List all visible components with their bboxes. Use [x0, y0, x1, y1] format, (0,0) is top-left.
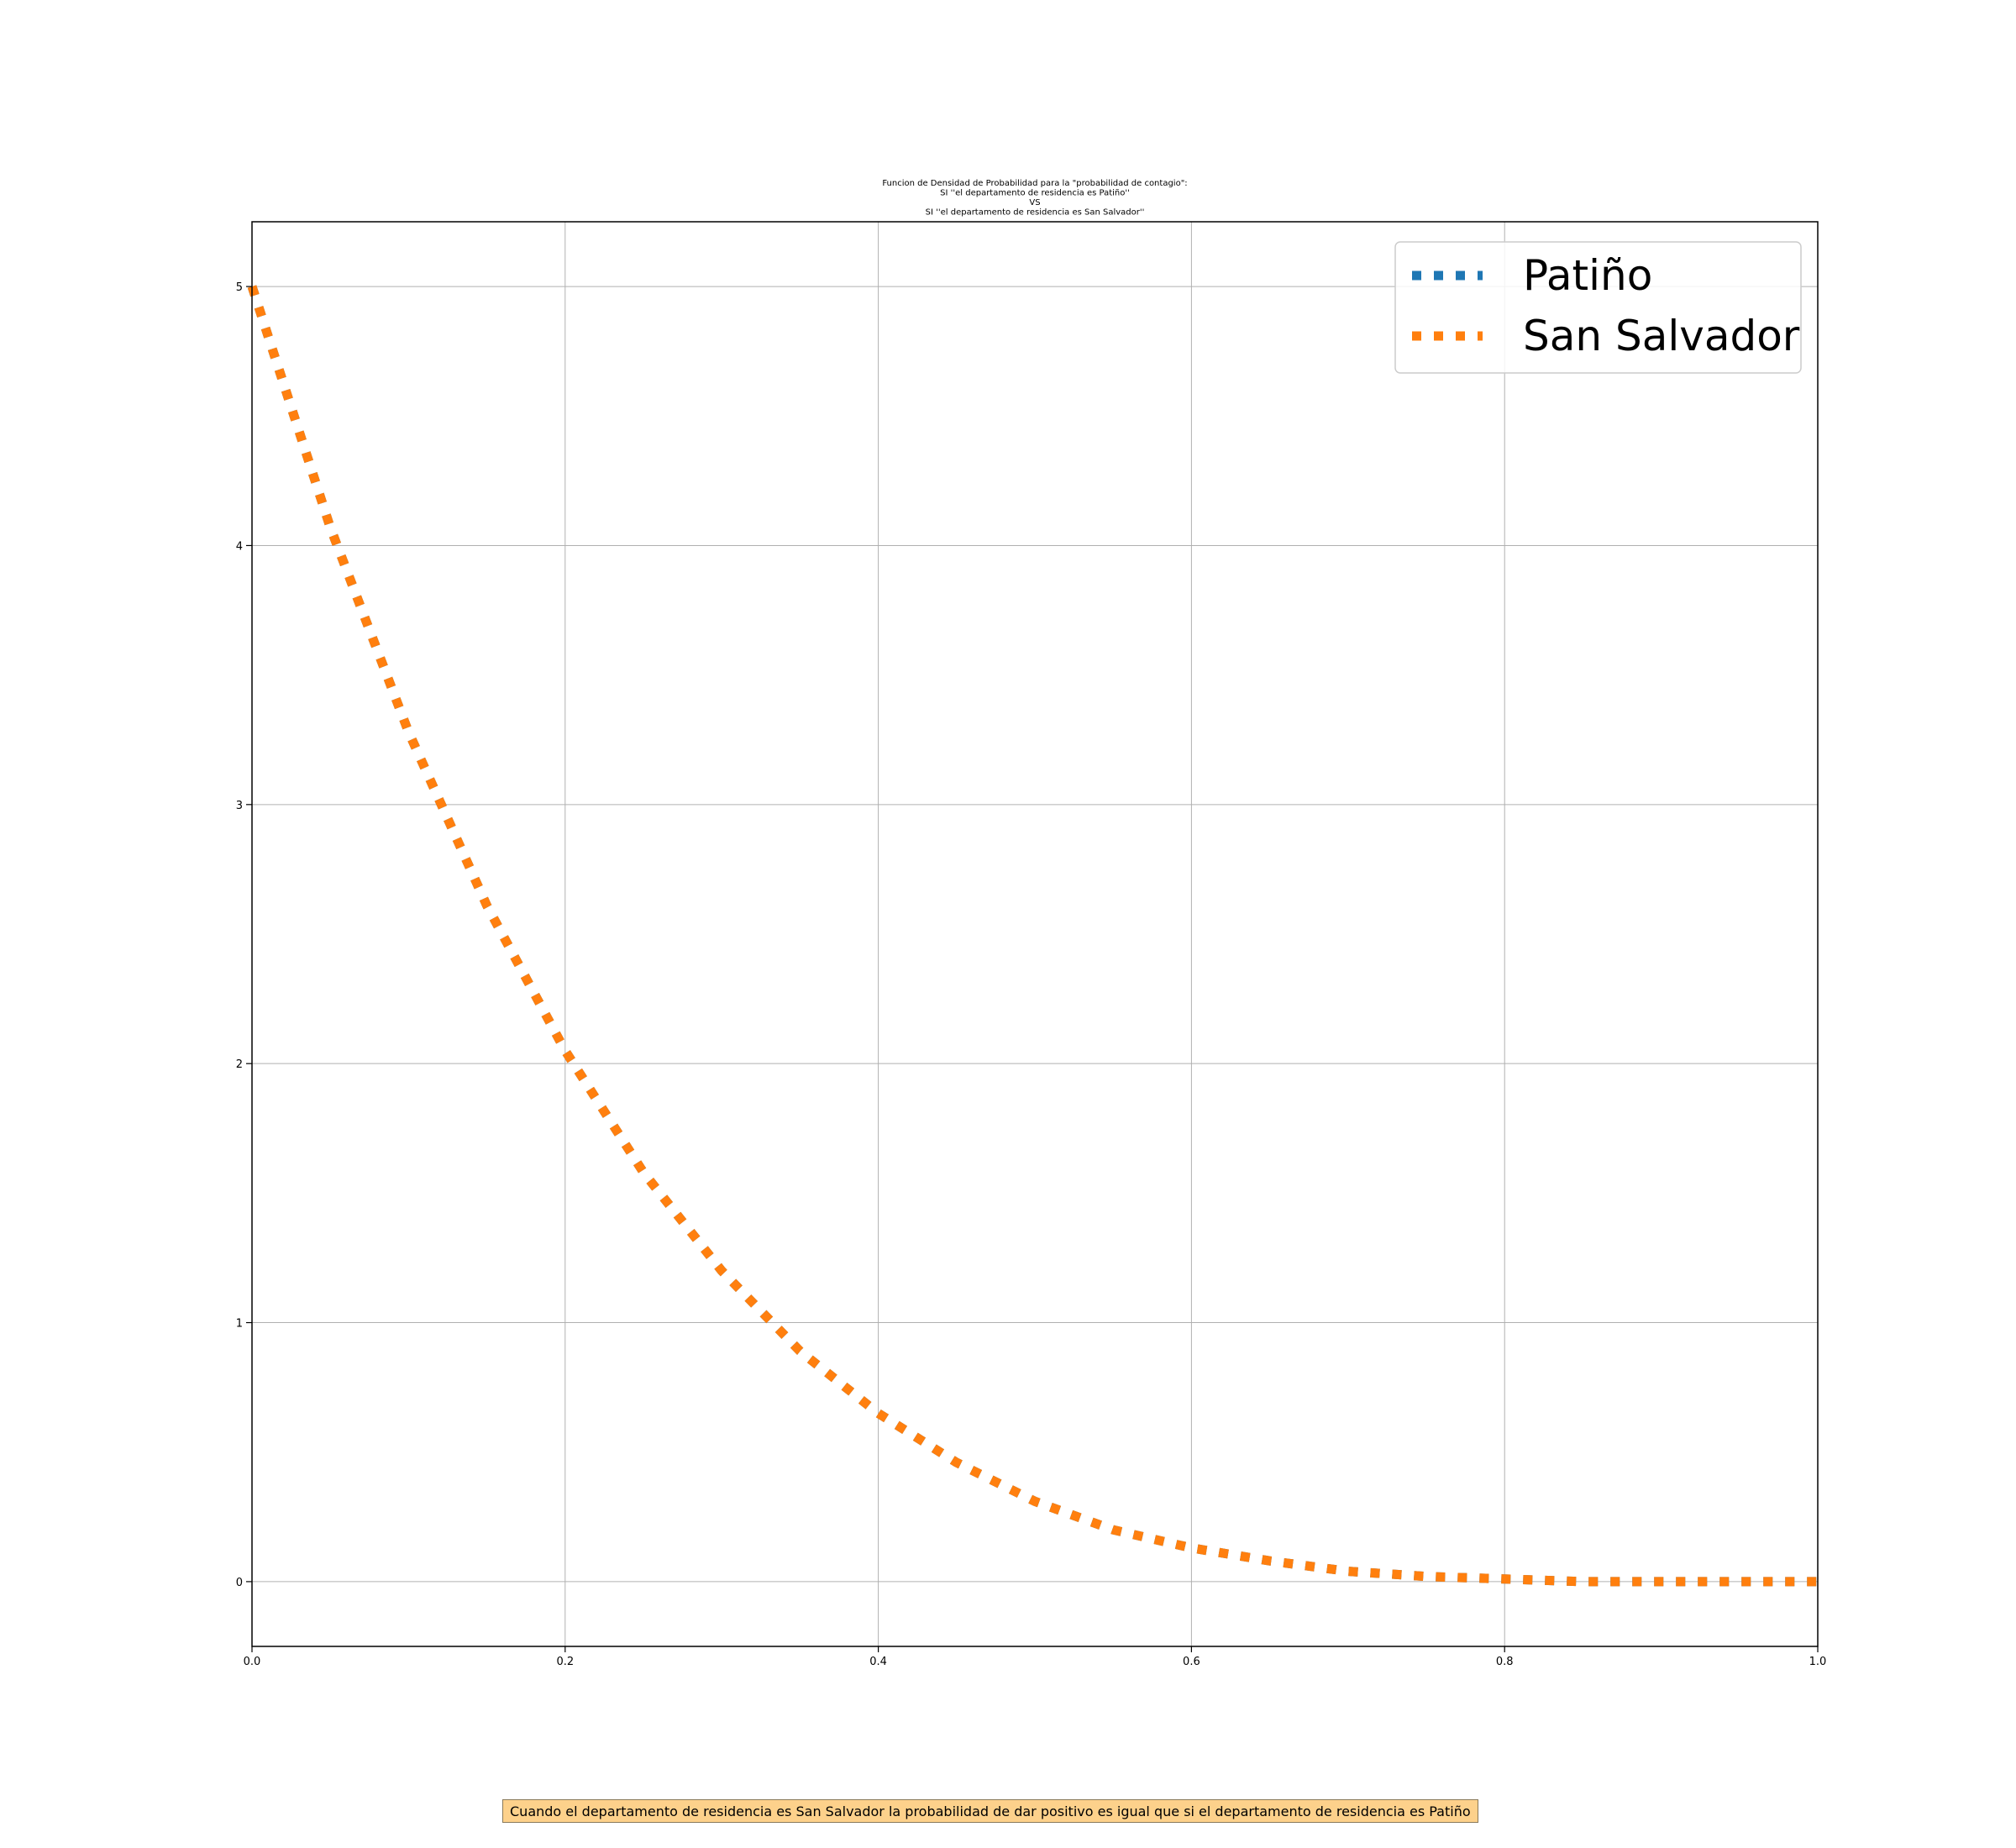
chart-title-line: SI ''el departamento de residencia es Pa…	[940, 189, 1130, 198]
grid	[251, 222, 1819, 1646]
series-line-0	[247, 285, 1818, 1587]
chart-title-line: Funcion de Densidad de Probabilidad para…	[882, 179, 1187, 188]
series-line-1	[247, 285, 1818, 1587]
y-tick-label: 2	[236, 1058, 243, 1071]
y-tick-label: 5	[236, 281, 243, 294]
chart-title: Funcion de Densidad de Probabilidad para…	[882, 179, 1187, 218]
x-tick-label: 0.4	[869, 1656, 887, 1668]
legend-label: San Salvador	[1523, 312, 1800, 360]
legend-label: Patiño	[1523, 251, 1652, 300]
x-tick-label: 1.0	[1809, 1656, 1827, 1668]
x-axis-ticks: 0.0 0.2 0.4 0.6 0.8 1.0	[244, 1646, 1827, 1668]
legend: Patiño San Salvador	[1394, 241, 1802, 374]
series-lines	[247, 285, 1818, 1587]
x-tick-label: 0.2	[556, 1656, 574, 1668]
chart-title-line: VS	[1029, 198, 1040, 207]
chart-title-line: SI ''el departamento de residencia es Sa…	[926, 208, 1145, 218]
y-axis-ticks: 0 1 2 3 4 5	[236, 281, 252, 1589]
x-tick-label: 0.0	[244, 1656, 261, 1668]
y-tick-label: 0	[236, 1577, 243, 1589]
plot-frame	[251, 221, 1819, 1647]
x-tick-label: 0.8	[1496, 1656, 1514, 1668]
y-tick-label: 1	[236, 1318, 243, 1331]
y-tick-label: 3	[236, 800, 243, 812]
y-tick-label: 4	[236, 540, 243, 553]
legend-box	[1394, 241, 1802, 374]
annotation-box: Cuando el departamento de residencia es …	[502, 1799, 1478, 1823]
x-tick-label: 0.6	[1183, 1656, 1200, 1668]
